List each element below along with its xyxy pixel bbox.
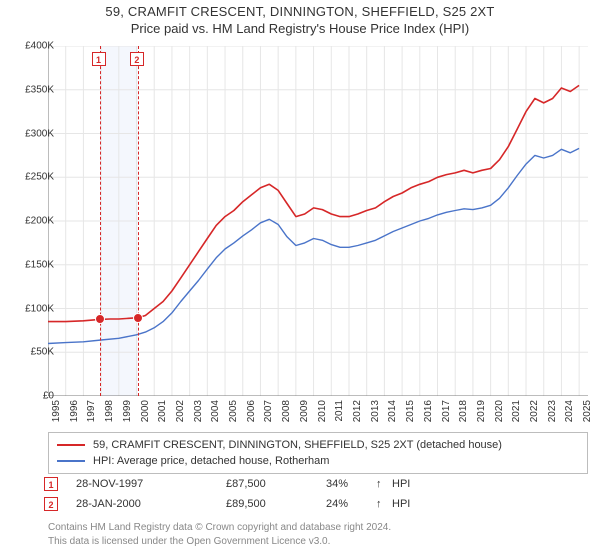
sale-point xyxy=(95,314,105,324)
sales-vs: HPI xyxy=(392,478,410,490)
x-tick-label: 2006 xyxy=(246,400,257,430)
x-tick-label: 1998 xyxy=(104,400,115,430)
titles: 59, CRAMFIT CRESCENT, DINNINGTON, SHEFFI… xyxy=(0,0,600,36)
x-tick-label: 2011 xyxy=(334,400,345,430)
footer-line1: Contains HM Land Registry data © Crown c… xyxy=(48,521,391,535)
legend-item: 59, CRAMFIT CRESCENT, DINNINGTON, SHEFFI… xyxy=(57,437,579,453)
x-tick-label: 2002 xyxy=(175,400,186,430)
x-tick-label: 2000 xyxy=(140,400,151,430)
sales-vs: HPI xyxy=(392,498,410,510)
x-tick-label: 2019 xyxy=(476,400,487,430)
x-tick-label: 2004 xyxy=(210,400,221,430)
sales-price: £89,500 xyxy=(226,498,326,510)
x-tick-label: 2008 xyxy=(281,400,292,430)
x-tick-label: 2025 xyxy=(582,400,593,430)
sales-marker-box: 2 xyxy=(44,497,58,511)
sales-pct: 24% xyxy=(326,498,376,510)
x-tick-label: 2009 xyxy=(299,400,310,430)
x-tick-label: 2020 xyxy=(494,400,505,430)
sale-vline xyxy=(138,46,139,396)
y-tick-label: £50K xyxy=(31,347,54,358)
page-subtitle: Price paid vs. HM Land Registry's House … xyxy=(0,21,600,36)
chart-svg xyxy=(48,46,588,396)
x-tick-label: 1996 xyxy=(69,400,80,430)
chart-plot-area: 12 xyxy=(48,46,588,396)
sale-point xyxy=(133,313,143,323)
sales-date: 28-JAN-2000 xyxy=(76,498,226,510)
marker-box-2: 2 xyxy=(130,52,144,66)
x-tick-label: 2018 xyxy=(458,400,469,430)
x-tick-label: 2023 xyxy=(547,400,558,430)
x-tick-label: 2007 xyxy=(263,400,274,430)
up-arrow-icon: ↑ xyxy=(376,498,392,510)
x-tick-label: 2016 xyxy=(423,400,434,430)
sales-marker-box: 1 xyxy=(44,477,58,491)
x-tick-label: 2017 xyxy=(441,400,452,430)
y-tick-label: £100K xyxy=(25,303,54,314)
x-tick-label: 2022 xyxy=(529,400,540,430)
x-tick-label: 2014 xyxy=(387,400,398,430)
x-tick-label: 2013 xyxy=(370,400,381,430)
footer-attribution: Contains HM Land Registry data © Crown c… xyxy=(48,521,391,548)
legend: 59, CRAMFIT CRESCENT, DINNINGTON, SHEFFI… xyxy=(48,432,588,474)
x-tick-label: 2003 xyxy=(193,400,204,430)
up-arrow-icon: ↑ xyxy=(376,478,392,490)
x-tick-label: 1997 xyxy=(86,400,97,430)
sales-pct: 34% xyxy=(326,478,376,490)
sales-price: £87,500 xyxy=(226,478,326,490)
x-tick-label: 2015 xyxy=(405,400,416,430)
sale-vline xyxy=(100,46,101,396)
footer-line2: This data is licensed under the Open Gov… xyxy=(48,535,391,549)
legend-swatch xyxy=(57,460,85,462)
y-tick-label: £300K xyxy=(25,128,54,139)
y-tick-label: £350K xyxy=(25,84,54,95)
x-tick-label: 1999 xyxy=(122,400,133,430)
y-tick-label: £250K xyxy=(25,172,54,183)
sales-row: 2 28-JAN-2000£89,50024%↑HPI xyxy=(44,494,410,514)
x-tick-label: 2005 xyxy=(228,400,239,430)
sales-row: 1 28-NOV-1997£87,50034%↑HPI xyxy=(44,474,410,494)
x-tick-label: 2010 xyxy=(317,400,328,430)
x-tick-label: 2021 xyxy=(511,400,522,430)
sales-table: 1 28-NOV-1997£87,50034%↑HPI 2 28-JAN-2000£8… xyxy=(44,474,410,514)
legend-item: HPI: Average price, detached house, Roth… xyxy=(57,453,579,469)
legend-label: HPI: Average price, detached house, Roth… xyxy=(93,455,329,467)
legend-swatch xyxy=(57,444,85,446)
marker-box-1: 1 xyxy=(92,52,106,66)
x-tick-label: 2001 xyxy=(157,400,168,430)
x-tick-label: 2024 xyxy=(564,400,575,430)
x-tick-label: 2012 xyxy=(352,400,363,430)
sales-date: 28-NOV-1997 xyxy=(76,478,226,490)
y-tick-label: £200K xyxy=(25,216,54,227)
chart-container: 59, CRAMFIT CRESCENT, DINNINGTON, SHEFFI… xyxy=(0,0,600,560)
legend-label: 59, CRAMFIT CRESCENT, DINNINGTON, SHEFFI… xyxy=(93,439,502,451)
y-tick-label: £400K xyxy=(25,41,54,52)
x-tick-label: 1995 xyxy=(51,400,62,430)
page-title: 59, CRAMFIT CRESCENT, DINNINGTON, SHEFFI… xyxy=(0,4,600,19)
y-tick-label: £150K xyxy=(25,259,54,270)
